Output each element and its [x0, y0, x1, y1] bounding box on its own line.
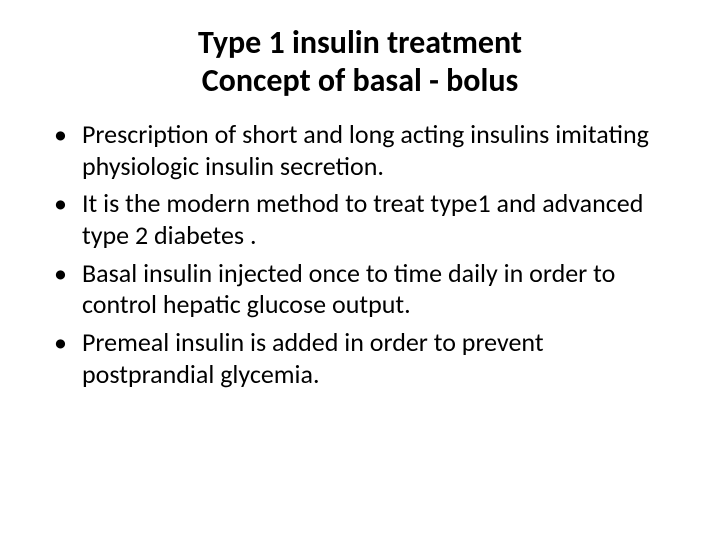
list-item: Prescription of short and long acting in…	[76, 119, 670, 182]
title-line-2: Concept of basal - bolus	[202, 61, 519, 100]
list-item: Premeal insulin is added in order to pre…	[76, 327, 670, 390]
slide-title: Type 1 insulin treatment Concept of basa…	[40, 24, 680, 101]
title-line-1: Type 1 insulin treatment	[198, 23, 522, 62]
bullet-list: Prescription of short and long acting in…	[40, 119, 680, 391]
list-item: It is the modern method to treat type1 a…	[76, 188, 670, 251]
slide: Type 1 insulin treatment Concept of basa…	[0, 0, 720, 540]
list-item: Basal insulin injected once to time dail…	[76, 258, 670, 321]
